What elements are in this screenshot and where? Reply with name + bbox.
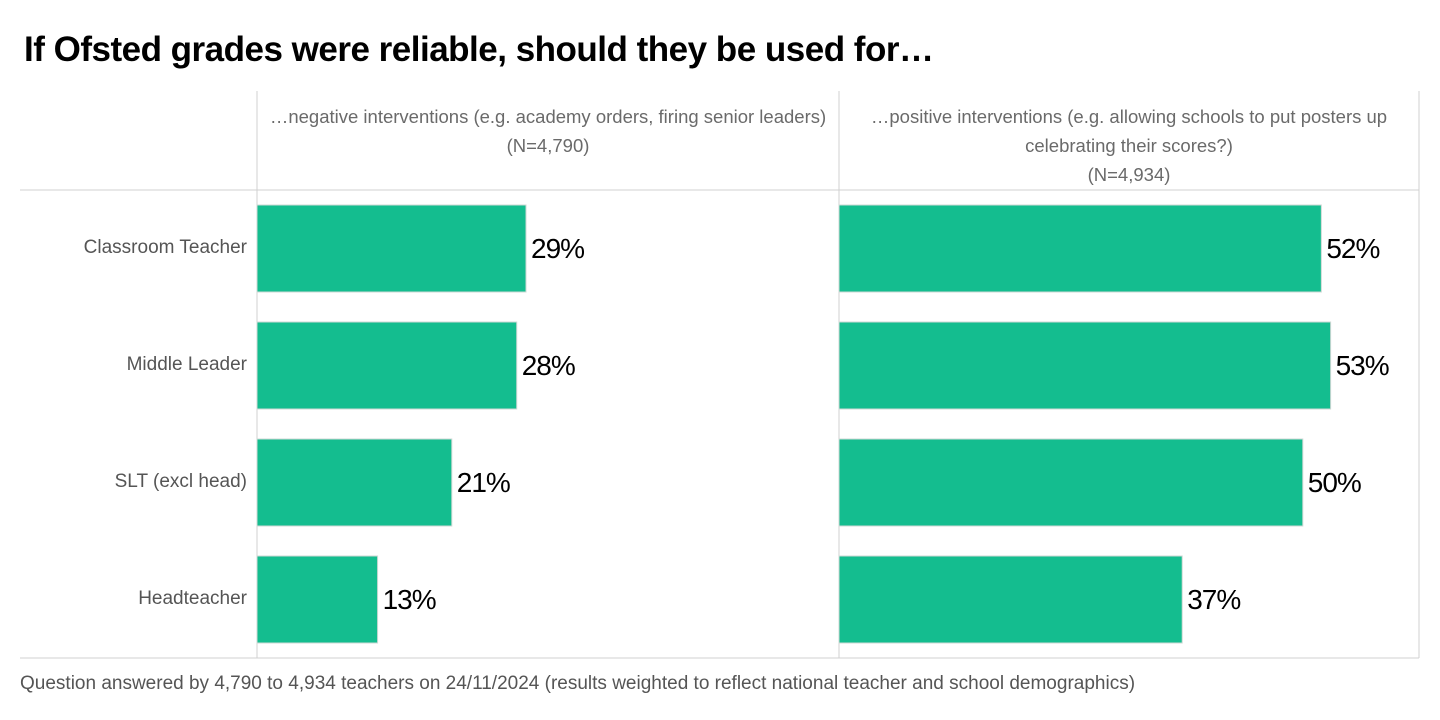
bar-positive-1 [838, 321, 1332, 410]
value-label-positive-3: 37% [1187, 584, 1240, 615]
category-label-middle-leader: Middle Leader [126, 354, 247, 375]
value-label-positive-1: 53% [1336, 350, 1389, 381]
bar-positive-2 [838, 438, 1304, 527]
value-label-negative-1: 28% [522, 350, 575, 381]
footnote: Question answered by 4,790 to 4,934 teac… [20, 673, 1136, 694]
bar-negative-3 [256, 555, 379, 644]
bar-negative-0 [256, 204, 527, 293]
panel-header-negative-text: …negative interventions (e.g. academy or… [269, 106, 827, 127]
category-label-classroom-teacher: Classroom Teacher [83, 237, 247, 258]
value-label-positive-0: 52% [1326, 233, 1379, 264]
bar-positive-0 [838, 204, 1322, 293]
bar-negative-1 [256, 321, 518, 410]
panel-header-negative: …negative interventions (e.g. academy or… [262, 102, 834, 160]
category-label-headteacher: Headteacher [138, 588, 247, 609]
category-label-slt: SLT (excl head) [114, 471, 247, 492]
bar-negative-2 [256, 438, 453, 527]
value-label-negative-0: 29% [531, 233, 584, 264]
value-label-negative-2: 21% [457, 467, 510, 498]
value-label-positive-2: 50% [1308, 467, 1361, 498]
panel-n-negative: (N=4,790) [506, 135, 590, 156]
bar-positive-3 [838, 555, 1183, 644]
panel-header-positive: …positive interventions (e.g. allowing s… [846, 102, 1412, 189]
chart-title: If Ofsted grades were reliable, should t… [24, 30, 934, 69]
value-label-negative-3: 13% [383, 584, 436, 615]
panel-header-positive-text: …positive interventions (e.g. allowing s… [870, 106, 1388, 156]
panel-n-positive: (N=4,934) [1087, 164, 1171, 185]
